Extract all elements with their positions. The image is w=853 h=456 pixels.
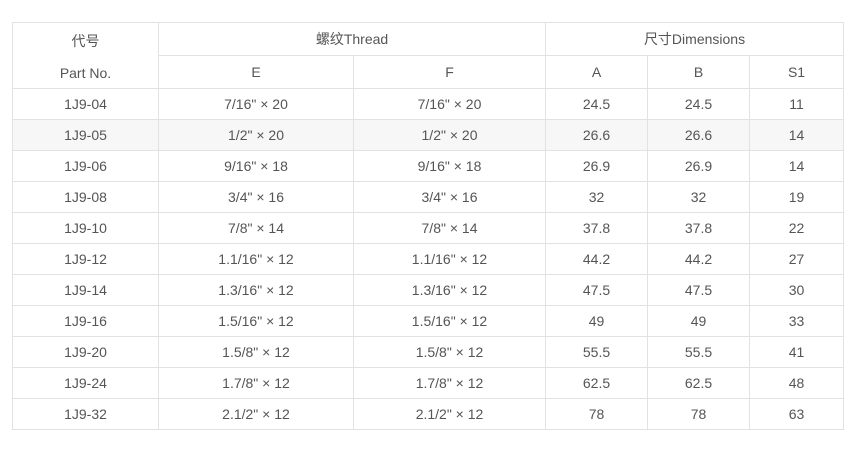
cell-dim-s1: 33 [749,305,845,337]
cell-thread-e: 9/16" × 18 [158,150,354,182]
cell-dim-b: 44.2 [647,243,751,275]
table-row: 1J9-10 7/8" × 14 7/8" × 14 37.8 37.8 22 [12,212,845,244]
cell-thread-e: 7/8" × 14 [158,212,354,244]
table-row: 1J9-14 1.3/16" × 12 1.3/16" × 12 47.5 47… [12,274,845,306]
cell-dim-a: 26.9 [545,150,649,182]
column-header-s1: S1 [749,55,845,89]
column-header-f: F [352,55,547,89]
cell-dim-b: 47.5 [647,274,751,306]
cell-dim-b: 24.5 [647,88,751,120]
table-row: 1J9-16 1.5/16" × 12 1.5/16" × 12 49 49 3… [12,305,845,337]
cell-part-no: 1J9-32 [12,398,159,430]
cell-thread-f: 7/8" × 14 [352,212,547,244]
cell-thread-f: 1.3/16" × 12 [352,274,547,306]
cell-dim-b: 62.5 [647,367,751,399]
cell-dim-s1: 22 [749,212,845,244]
cell-dim-s1: 14 [749,150,845,182]
cell-part-no: 1J9-05 [12,119,159,151]
cell-thread-f: 1.1/16" × 12 [352,243,547,275]
cell-dim-a: 49 [545,305,649,337]
cell-part-no: 1J9-08 [12,181,159,213]
table-header: 代号 Part No. 螺纹Thread 尺寸Dimensions E F A … [12,22,845,89]
cell-thread-e: 1/2" × 20 [158,119,354,151]
part-no-label-zh: 代号 [71,32,100,49]
cell-thread-f: 3/4" × 16 [352,181,547,213]
cell-part-no: 1J9-04 [12,88,159,120]
cell-dim-a: 55.5 [545,336,649,368]
cell-thread-f: 1.7/8" × 12 [352,367,547,399]
cell-part-no: 1J9-12 [12,243,159,275]
cell-thread-f: 7/16" × 20 [352,88,547,120]
cell-dim-s1: 63 [749,398,845,430]
cell-dim-a: 44.2 [545,243,649,275]
cell-part-no: 1J9-06 [12,150,159,182]
column-header-b: B [647,55,751,89]
cell-part-no: 1J9-14 [12,274,159,306]
cell-thread-f: 1.5/8" × 12 [352,336,547,368]
cell-dim-a: 37.8 [545,212,649,244]
column-group-thread: 螺纹Thread [157,22,547,56]
cell-part-no: 1J9-10 [12,212,159,244]
table-row: 1J9-06 9/16" × 18 9/16" × 18 26.9 26.9 1… [12,150,845,182]
part-no-label-en: Part No. [59,64,112,81]
table-row: 1J9-20 1.5/8" × 12 1.5/8" × 12 55.5 55.5… [12,336,845,368]
cell-thread-e: 1.5/8" × 12 [158,336,354,368]
cell-dim-a: 78 [545,398,649,430]
cell-dim-s1: 11 [749,88,845,120]
cell-dim-b: 55.5 [647,336,751,368]
cell-dim-s1: 48 [749,367,845,399]
cell-dim-b: 32 [647,181,751,213]
cell-thread-e: 2.1/2" × 12 [158,398,354,430]
cell-part-no: 1J9-16 [12,305,159,337]
cell-dim-s1: 30 [749,274,845,306]
cell-thread-e: 1.7/8" × 12 [158,367,354,399]
header-row-subcolumns: E F A B S1 [13,55,845,89]
column-header-e: E [158,55,354,89]
cell-thread-e: 1.1/16" × 12 [158,243,354,275]
table-body: 1J9-04 7/16" × 20 7/16" × 20 24.5 24.5 1… [12,88,845,430]
cell-part-no: 1J9-24 [12,367,159,399]
column-header-a: A [545,55,649,89]
cell-thread-f: 2.1/2" × 12 [352,398,547,430]
header-row-groups: 代号 Part No. 螺纹Thread 尺寸Dimensions [12,22,845,89]
cell-dim-b: 49 [647,305,751,337]
cell-dim-b: 37.8 [647,212,751,244]
cell-dim-s1: 14 [749,119,845,151]
table-row: 1J9-04 7/16" × 20 7/16" × 20 24.5 24.5 1… [12,88,845,120]
cell-thread-e: 3/4" × 16 [158,181,354,213]
cell-thread-f: 1.5/16" × 12 [352,305,547,337]
part-spec-table: 代号 Part No. 螺纹Thread 尺寸Dimensions E F A … [12,22,845,430]
cell-dim-s1: 41 [749,336,845,368]
cell-dim-b: 26.9 [647,150,751,182]
cell-dim-s1: 19 [749,181,845,213]
cell-thread-e: 1.3/16" × 12 [158,274,354,306]
cell-dim-a: 32 [545,181,649,213]
cell-dim-a: 24.5 [545,88,649,120]
table-row-highlighted: 1J9-05 1/2" × 20 1/2" × 20 26.6 26.6 14 [12,119,845,151]
column-header-part-no: 代号 Part No. [12,22,159,89]
table-row: 1J9-24 1.7/8" × 12 1.7/8" × 12 62.5 62.5… [12,367,845,399]
cell-dim-b: 78 [647,398,751,430]
cell-thread-f: 9/16" × 18 [352,150,547,182]
cell-dim-a: 62.5 [545,367,649,399]
cell-dim-a: 47.5 [545,274,649,306]
cell-dim-b: 26.6 [647,119,751,151]
cell-thread-e: 7/16" × 20 [158,88,354,120]
table-row: 1J9-32 2.1/2" × 12 2.1/2" × 12 78 78 63 [12,398,845,430]
table-row: 1J9-12 1.1/16" × 12 1.1/16" × 12 44.2 44… [12,243,845,275]
table-row: 1J9-08 3/4" × 16 3/4" × 16 32 32 19 [12,181,845,213]
cell-dim-s1: 27 [749,243,845,275]
column-group-dimensions: 尺寸Dimensions [545,22,845,56]
cell-part-no: 1J9-20 [12,336,159,368]
cell-thread-e: 1.5/16" × 12 [158,305,354,337]
cell-dim-a: 26.6 [545,119,649,151]
cell-thread-f: 1/2" × 20 [352,119,547,151]
